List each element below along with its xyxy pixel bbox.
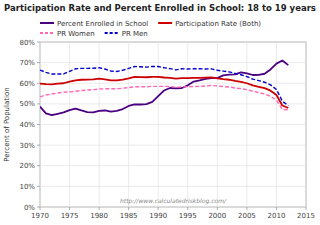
grid-line bbox=[69, 42, 70, 207]
y-tick-label: 0% bbox=[24, 204, 35, 212]
y-tick-label: 40% bbox=[19, 121, 35, 129]
legend-item: PR Women bbox=[40, 30, 95, 38]
tick-mark bbox=[128, 207, 129, 210]
grid-line bbox=[246, 42, 247, 207]
tick-mark bbox=[37, 165, 40, 166]
grid-line bbox=[40, 124, 306, 125]
grid-line bbox=[99, 42, 100, 207]
grid-line bbox=[276, 42, 277, 207]
y-tick-label: 30% bbox=[19, 142, 35, 150]
tick-mark bbox=[37, 62, 40, 63]
x-tick-label: 1985 bbox=[120, 212, 138, 220]
annotation: http://www.calculatedriskblog.com/ bbox=[120, 197, 227, 205]
grid-line bbox=[217, 42, 218, 207]
plot-area bbox=[40, 42, 306, 207]
legend-item: Participation Rate (Both) bbox=[158, 20, 261, 28]
legend: Percent Enrolled in School Participation … bbox=[40, 20, 261, 38]
title: Participation Rate and Percent Enrolled … bbox=[4, 3, 316, 13]
legend-item: Percent Enrolled in School bbox=[40, 20, 148, 28]
x-tick-label: 1970 bbox=[31, 212, 49, 220]
y-tick-label: 10% bbox=[19, 183, 35, 191]
tick-mark bbox=[37, 42, 40, 43]
x-tick-label: 1995 bbox=[179, 212, 197, 220]
x-tick-label: 2010 bbox=[268, 212, 286, 220]
tick-mark bbox=[306, 207, 307, 210]
legend-label: Participation Rate (Both) bbox=[175, 20, 261, 28]
tick-mark bbox=[37, 145, 40, 146]
legend-label: PR Men bbox=[122, 30, 148, 38]
tick-mark bbox=[40, 207, 41, 210]
grid bbox=[40, 42, 306, 207]
tick-mark bbox=[37, 207, 40, 208]
legend-item: PR Men bbox=[105, 30, 148, 38]
grid-line bbox=[40, 186, 306, 187]
grid-line bbox=[128, 42, 129, 207]
grid-line bbox=[40, 42, 306, 43]
legend-swatch bbox=[40, 32, 54, 34]
grid-line bbox=[40, 165, 306, 166]
grid-line bbox=[40, 62, 306, 63]
x-tick-label: 2000 bbox=[208, 212, 226, 220]
series-line bbox=[40, 77, 288, 108]
y-tick-label: 70% bbox=[19, 59, 35, 67]
x-tick-label: 1975 bbox=[61, 212, 79, 220]
grid-line bbox=[40, 145, 306, 146]
x-tick-label: 2015 bbox=[297, 212, 315, 220]
tick-mark bbox=[37, 124, 40, 125]
series-line bbox=[40, 67, 288, 106]
y-tick-label: 80% bbox=[19, 39, 35, 47]
legend-swatch bbox=[158, 22, 172, 24]
grid-line bbox=[306, 42, 307, 207]
grid-line bbox=[187, 42, 188, 207]
grid-line bbox=[40, 207, 306, 208]
tick-mark bbox=[187, 207, 188, 210]
tick-mark bbox=[37, 83, 40, 84]
tick-mark bbox=[276, 207, 277, 210]
tick-mark bbox=[158, 207, 159, 210]
chart: Participation Rate and Percent Enrolled … bbox=[0, 0, 320, 225]
x-tick-label: 1980 bbox=[90, 212, 108, 220]
tick-mark bbox=[99, 207, 100, 210]
x-tick-label: 2005 bbox=[238, 212, 256, 220]
tick-mark bbox=[37, 103, 40, 104]
legend-label: Percent Enrolled in School bbox=[57, 20, 148, 28]
y-tick-label: 20% bbox=[19, 162, 35, 170]
tick-mark bbox=[69, 207, 70, 210]
y-tick-label: 50% bbox=[19, 100, 35, 108]
legend-label: PR Women bbox=[57, 30, 95, 38]
tick-mark bbox=[217, 207, 218, 210]
tick-mark bbox=[37, 186, 40, 187]
legend-swatch bbox=[105, 32, 119, 34]
y-axis-label: Percent of Population bbox=[3, 87, 11, 161]
series-line bbox=[40, 61, 288, 116]
series-line bbox=[40, 86, 288, 110]
legend-swatch bbox=[40, 22, 54, 24]
x-tick-label: 1990 bbox=[149, 212, 167, 220]
grid-line bbox=[40, 103, 306, 104]
y-tick-label: 60% bbox=[19, 80, 35, 88]
tick-mark bbox=[246, 207, 247, 210]
series-group bbox=[40, 61, 288, 116]
